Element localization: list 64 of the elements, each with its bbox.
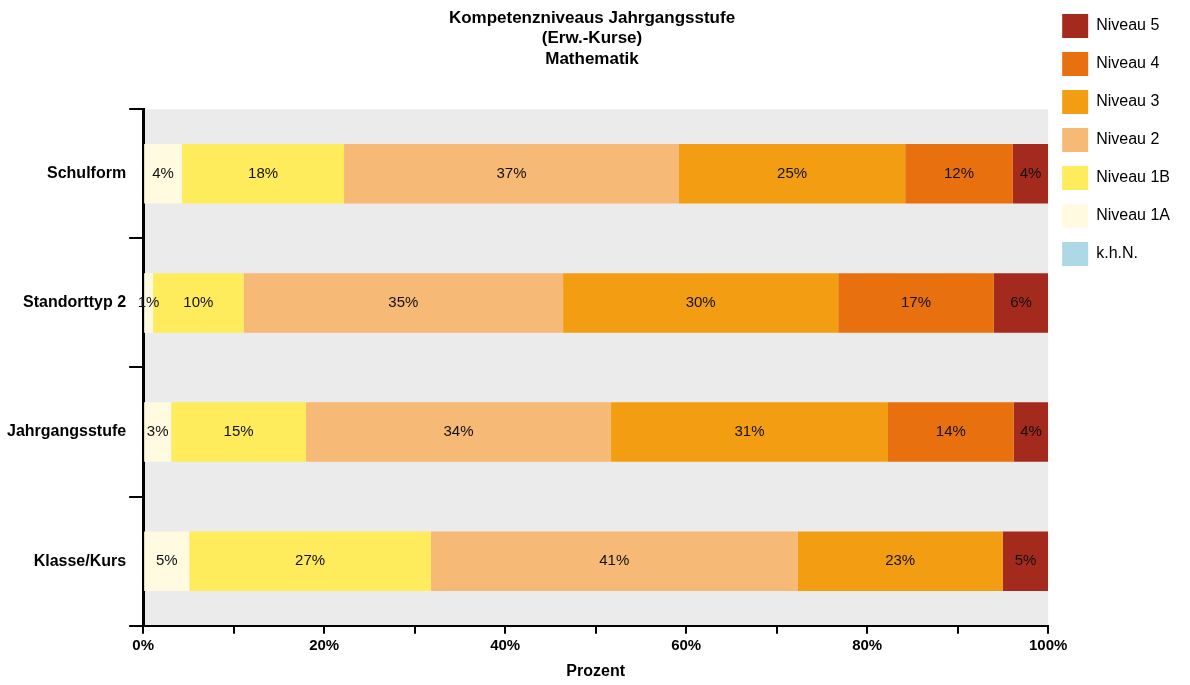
data-label: 41%: [599, 551, 630, 569]
x-tick-label: 80%: [852, 635, 883, 653]
bar: [993, 273, 1049, 333]
bar: [797, 531, 1003, 591]
bar: [838, 273, 994, 333]
x-tick-label: 40%: [490, 635, 521, 653]
y-tick-label: Standorttyp 2: [23, 293, 127, 311]
bar: [563, 273, 839, 333]
x-tick-label: 100%: [1028, 635, 1068, 653]
data-label: 23%: [885, 551, 916, 569]
bar: [1012, 144, 1049, 204]
text: (Erw.-Kurse): [541, 28, 643, 48]
bar: [678, 144, 906, 204]
data-label: 17%: [901, 293, 932, 311]
data-label: 15%: [223, 422, 254, 440]
bar: [344, 144, 679, 204]
data-label: 34%: [443, 422, 474, 440]
bar: [144, 531, 190, 591]
data-label: 37%: [496, 163, 527, 181]
data-label: 5%: [155, 551, 178, 569]
y-tick-label: Klasse/Kurs: [33, 551, 127, 569]
y-tick-label: Schulform: [47, 164, 127, 182]
x-tick-label: 20%: [309, 635, 340, 653]
bar: [182, 144, 345, 204]
data-label: 35%: [388, 293, 419, 311]
legend-label: Niveau 5: [1096, 16, 1160, 34]
bar: [144, 402, 172, 462]
legend-label: Niveau 1B: [1096, 168, 1171, 186]
x-tick-label: 60%: [671, 635, 702, 653]
data-label: 25%: [777, 163, 808, 181]
data-label: 3%: [146, 422, 169, 440]
data-label: 10%: [183, 293, 214, 311]
bar: [887, 402, 1014, 462]
data-label: 18%: [248, 163, 279, 181]
legend-label: Niveau 1A: [1096, 206, 1171, 224]
data-label: 4%: [152, 163, 174, 181]
x-tick-label: 0%: [132, 635, 154, 653]
bar: [144, 144, 183, 204]
data-label: 4%: [1020, 422, 1042, 440]
data-label: 4%: [1019, 163, 1042, 181]
legend-label: Niveau 3: [1096, 92, 1160, 110]
data-label: 12%: [944, 163, 975, 181]
bar: [243, 273, 564, 333]
bar: [306, 402, 612, 462]
bar: [611, 402, 888, 462]
bar: [430, 531, 798, 591]
text: Kompetenzniveaus Jahrgangsstufe: [448, 7, 736, 27]
bar: [1002, 531, 1049, 591]
data-label: 14%: [935, 422, 966, 440]
legend-label: Niveau 2: [1096, 130, 1160, 148]
legend-label: k.h.N.: [1096, 244, 1138, 262]
bar: [1013, 402, 1049, 462]
data-label: 6%: [1010, 293, 1032, 311]
data-label: 5%: [1014, 551, 1037, 569]
data-label: 31%: [734, 422, 765, 440]
bar: [171, 402, 307, 462]
data-label: 27%: [295, 551, 326, 569]
bar: [189, 531, 431, 591]
text: Mathematik: [545, 48, 639, 68]
legend-label: Niveau 4: [1096, 54, 1160, 72]
y-tick-label: Jahrgangsstufe: [7, 422, 127, 440]
bar: [905, 144, 1013, 204]
data-label: 30%: [685, 293, 716, 311]
x-axis-title: Prozent: [566, 661, 626, 679]
